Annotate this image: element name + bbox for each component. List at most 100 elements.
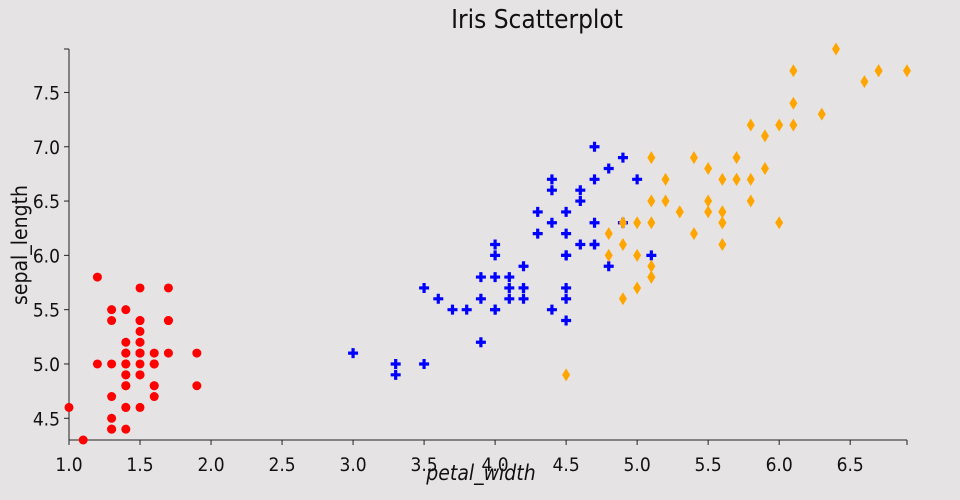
data-point-diamond [732,151,741,165]
x-tick-label: 1.5 [126,454,153,476]
data-point-circle [121,381,131,391]
data-point-diamond [746,172,755,186]
x-tick-label: 1.0 [55,454,82,476]
data-point-diamond [647,194,656,208]
data-point-circle [135,316,145,326]
x-tick-label: 4.0 [482,454,509,476]
x-tick-label: 3.0 [339,454,366,476]
data-point-circle [149,348,159,358]
data-point-diamond [746,118,755,132]
data-point-plus [546,217,557,228]
data-point-plus [632,174,643,185]
data-point-circle [107,392,117,402]
data-point-circle [78,435,88,445]
data-point-plus [646,250,657,261]
y-tick-label: 4.5 [33,408,60,430]
data-point-plus [575,185,586,196]
data-point-plus [575,196,586,207]
data-point-circle [149,381,159,391]
data-point-diamond [775,118,784,132]
data-point-diamond [789,96,798,110]
data-point-circle [135,402,145,412]
data-point-diamond [817,107,826,121]
data-point-plus [490,304,501,315]
data-point-diamond [647,259,656,273]
data-point-plus [561,315,572,326]
y-tick-label: 6.0 [33,245,60,267]
data-point-plus [504,272,515,283]
data-point-diamond [718,216,727,230]
data-point-diamond [704,194,713,208]
data-point-plus [561,206,572,217]
data-point-diamond [775,216,784,230]
data-point-diamond [661,194,670,208]
y-tick-label: 5.0 [33,354,60,376]
data-point-plus [589,141,600,152]
data-point-diamond [704,161,713,175]
data-point-circle [121,348,131,358]
data-point-diamond [704,205,713,219]
data-point-diamond [647,270,656,284]
x-tick-label: 3.5 [410,454,437,476]
data-point-diamond [562,368,571,382]
data-point-circle [64,402,74,412]
data-point-diamond [675,205,684,219]
data-point-diamond [618,238,627,251]
data-point-circle [121,370,131,380]
data-point-plus [490,272,501,283]
x-axis-ticks: 1.0 1.5 2.0 2.5 3.0 3.5 4.0 4.5 5.0 5.5 6.0 6.5 [55,440,908,476]
data-point-plus [348,348,359,359]
data-point-plus [617,152,628,163]
data-point-plus [561,282,572,293]
data-point-plus [561,293,572,304]
data-point-diamond [689,151,698,165]
data-point-plus [518,261,529,272]
data-point-circle [135,326,145,336]
data-point-circle [163,316,173,326]
y-axis-ticks: 4.5 5.0 5.5 6.0 6.5 7.0 7.5 [33,48,69,430]
data-point-diamond [732,172,741,186]
x-tick-label: 6.5 [837,454,864,476]
data-point-diamond [789,64,798,78]
data-point-plus [603,261,614,272]
data-point-circle [92,359,102,369]
data-point-plus [433,293,444,304]
data-point-diamond [789,118,798,132]
data-point-plus [447,304,458,315]
data-point-plus [490,239,501,250]
x-axis-label: petal_width [425,461,535,486]
data-point-circle [135,359,145,369]
x-tick-label: 6.0 [766,454,793,476]
x-tick-label: 5.0 [624,454,651,476]
data-point-diamond [633,281,642,295]
data-point-plus [518,293,529,304]
data-point-circle [107,305,117,315]
data-point-diamond [760,161,769,175]
data-point-diamond [633,248,642,262]
chart-title: Iris Scatterplot [451,5,623,35]
data-point-circle [121,424,131,434]
data-point-plus [532,206,543,217]
y-tick-label: 7.0 [33,137,60,159]
data-points [64,42,911,445]
data-point-circle [92,272,102,282]
data-point-diamond [661,172,670,186]
y-tick-label: 7.5 [33,82,60,104]
data-point-plus [589,174,600,185]
data-point-diamond [831,42,840,56]
x-tick-label: 2.0 [197,454,224,476]
data-point-circle [121,359,131,369]
data-point-plus [603,163,614,174]
data-point-plus [490,250,501,261]
x-tick-label: 5.5 [695,454,722,476]
data-point-plus [589,217,600,228]
data-point-plus [390,369,401,380]
data-point-plus [546,304,557,315]
data-point-diamond [718,205,727,219]
data-point-plus [475,337,486,348]
data-point-diamond [647,216,656,230]
data-point-circle [107,316,117,326]
data-point-plus [546,185,557,196]
data-point-circle [192,381,202,391]
